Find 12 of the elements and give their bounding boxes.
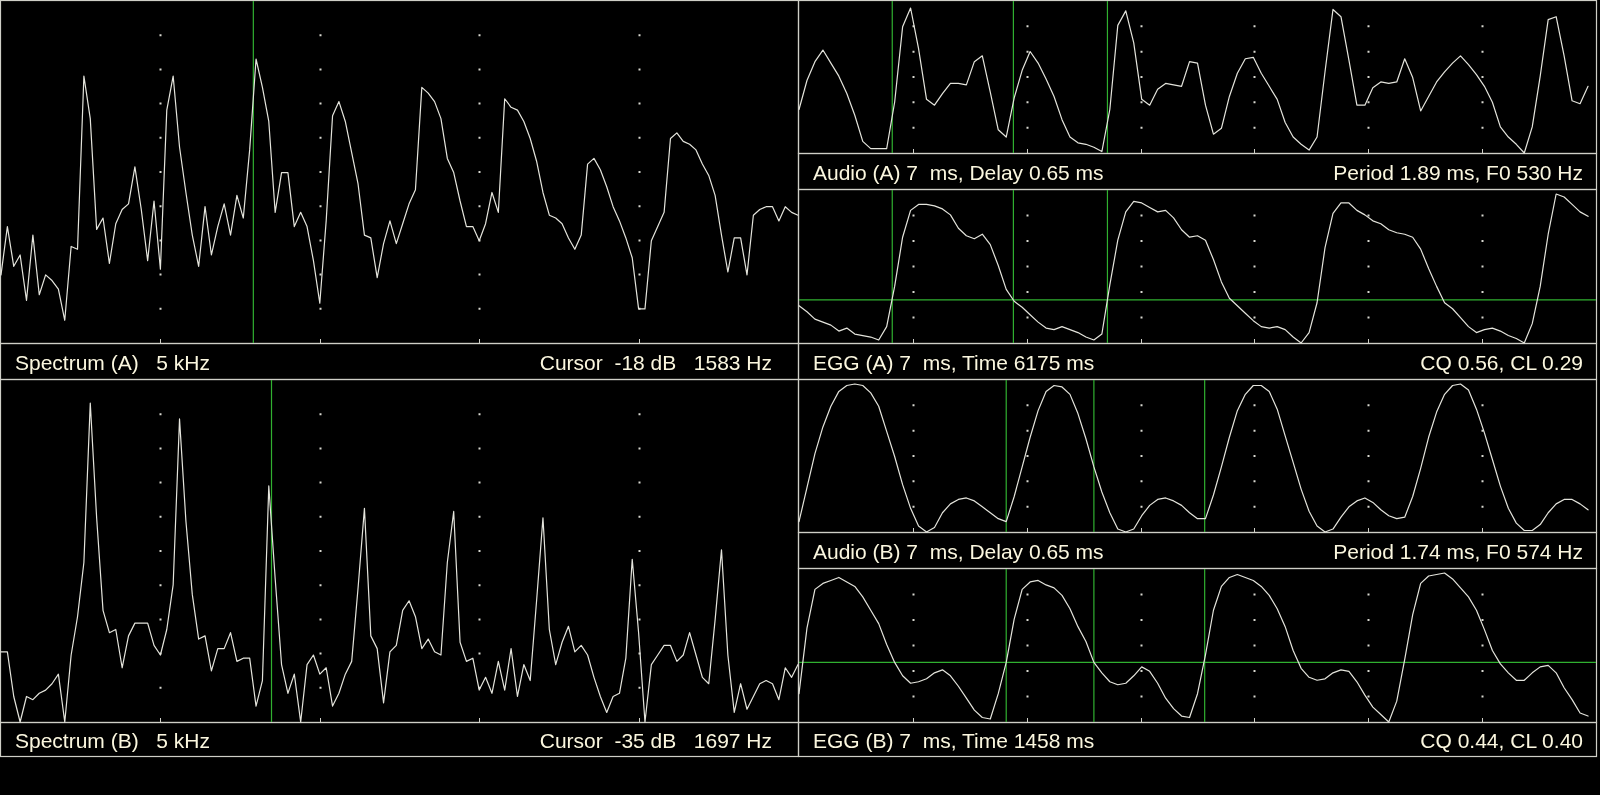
text: CQ 0.56, CL 0.29 <box>1420 350 1583 374</box>
text: CQ 0.44, CL 0.40 <box>1420 728 1583 752</box>
text: Period 1.74 ms, F0 574 Hz <box>1333 539 1583 563</box>
text: Audio (B) 7 ms, Delay 0.65 ms <box>813 539 1104 563</box>
text: Spectrum (B) 5 kHz <box>15 728 210 752</box>
text: Spectrum (A) 5 kHz <box>15 350 210 374</box>
text: EGG (B) 7 ms, Time 1458 ms <box>813 728 1095 752</box>
text: Cursor -18 dB 1583 Hz <box>539 350 772 374</box>
text: Period 1.89 ms, F0 530 Hz <box>1333 160 1583 184</box>
text: EGG (A) 7 ms, Time 6175 ms <box>813 350 1095 374</box>
text: Cursor -35 dB 1697 Hz <box>539 728 772 752</box>
text: Audio (A) 7 ms, Delay 0.65 ms <box>813 160 1104 184</box>
